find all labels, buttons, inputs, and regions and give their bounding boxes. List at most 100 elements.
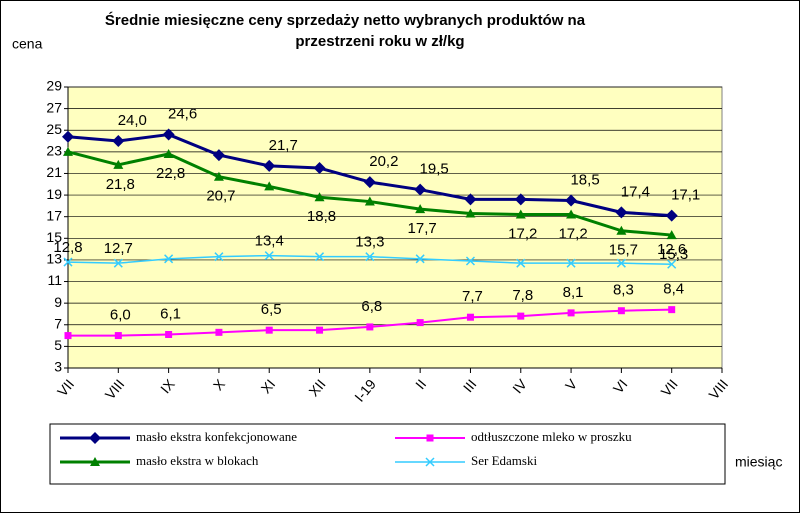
y-tick-label: 9: [54, 294, 62, 310]
y-tick-label: 25: [46, 121, 62, 137]
marker: [112, 135, 125, 148]
marker: [616, 258, 626, 268]
marker: [364, 196, 375, 206]
data-label: 18,5: [570, 171, 599, 188]
marker: [212, 149, 225, 162]
marker: [515, 209, 526, 219]
data-label: 8,4: [663, 281, 684, 298]
data-label: 24,6: [168, 106, 197, 123]
data-label: 6,1: [160, 305, 181, 322]
chart-title: przestrzeni roku w zł/kg: [295, 33, 464, 50]
y-tick-label: 19: [46, 186, 62, 202]
y-tick-label: 29: [46, 78, 62, 94]
data-label: 15,3: [659, 246, 688, 263]
marker: [365, 252, 375, 262]
data-label: 22,8: [156, 165, 185, 182]
data-label: 20,2: [369, 153, 398, 170]
data-label: 12,8: [53, 239, 82, 256]
marker: [567, 309, 575, 317]
marker: [263, 159, 276, 172]
legend-box: [49, 423, 726, 485]
marker: [667, 259, 677, 269]
data-label: 8,1: [563, 284, 584, 301]
y-tick-label: 27: [46, 99, 62, 115]
marker: [415, 204, 426, 214]
marker: [164, 254, 174, 264]
marker: [366, 323, 374, 331]
marker: [616, 225, 627, 235]
legend-label: Ser Edamski: [471, 453, 537, 468]
marker: [213, 171, 224, 181]
marker: [666, 230, 677, 240]
marker: [514, 193, 527, 206]
legend-label: masło ekstra konfekcjonowane: [136, 429, 297, 444]
data-label: 17,2: [508, 225, 537, 242]
data-label: 12,7: [104, 240, 133, 257]
data-label: 7,8: [512, 287, 533, 304]
marker: [264, 251, 274, 261]
data-label: 17,7: [408, 220, 437, 237]
marker: [425, 457, 435, 467]
marker: [265, 326, 273, 334]
marker: [516, 258, 526, 268]
marker: [465, 208, 476, 218]
data-label: 19,5: [420, 161, 449, 178]
marker: [315, 252, 325, 262]
marker: [466, 313, 474, 321]
marker: [416, 319, 424, 327]
chart-title: Średnie miesięczne ceny sprzedaży netto …: [105, 11, 586, 29]
marker: [668, 306, 676, 314]
marker: [313, 162, 326, 175]
legend-label: odtłuszczone mleko w proszku: [471, 429, 632, 444]
marker: [565, 194, 578, 207]
marker: [264, 181, 275, 191]
marker: [113, 159, 124, 169]
data-label: 13,4: [255, 233, 284, 250]
data-label: 20,7: [206, 188, 235, 205]
y-tick-label: 23: [46, 143, 62, 159]
y-tick-label: 5: [54, 337, 62, 353]
marker: [63, 257, 73, 267]
y-tick-label: 11: [47, 272, 62, 288]
marker: [665, 209, 678, 222]
marker: [314, 192, 325, 202]
marker: [165, 330, 173, 338]
marker: [415, 254, 425, 264]
y-axis-label: cena: [12, 36, 43, 52]
y-tick-label: 7: [54, 315, 62, 331]
marker: [64, 332, 72, 340]
marker: [617, 307, 625, 315]
y-tick-label: 15: [46, 229, 62, 245]
marker: [113, 258, 123, 268]
marker: [566, 258, 576, 268]
marker: [163, 149, 174, 159]
data-label: 21,7: [269, 137, 298, 154]
marker: [363, 176, 376, 189]
marker: [162, 128, 175, 141]
marker: [464, 193, 477, 206]
data-label: 18,8: [307, 208, 336, 225]
y-tick-label: 3: [54, 359, 62, 375]
marker: [316, 326, 324, 334]
data-label: 21,8: [106, 176, 135, 193]
marker: [214, 252, 224, 262]
data-label: 6,5: [261, 301, 282, 318]
marker: [215, 328, 223, 336]
data-label: 15,7: [609, 242, 638, 259]
data-label: 8,3: [613, 282, 634, 299]
y-tick-label: 17: [46, 207, 62, 223]
data-label: 6,8: [361, 298, 382, 315]
data-label: 17,2: [558, 225, 587, 242]
marker: [615, 206, 628, 219]
marker: [114, 332, 122, 340]
marker: [517, 312, 525, 320]
y-tick-label: 21: [46, 164, 62, 180]
marker: [89, 432, 101, 444]
data-label: 6,0: [110, 307, 131, 324]
data-label: 13,3: [355, 234, 384, 251]
data-label: 24,0: [118, 112, 147, 129]
legend-label: masło ekstra w blokach: [136, 453, 259, 468]
data-label: 17,1: [671, 187, 700, 204]
y-tick-label: 13: [46, 251, 62, 267]
marker: [62, 130, 74, 143]
